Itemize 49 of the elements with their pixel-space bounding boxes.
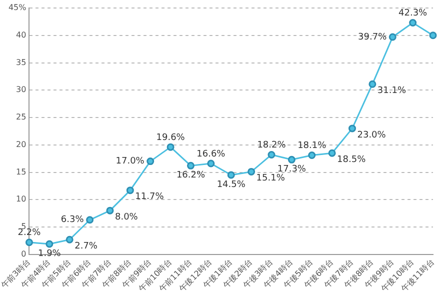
y-tick-label: 20: [16, 140, 26, 149]
data-label: 18.2%: [257, 140, 286, 151]
point: [106, 206, 114, 214]
y-tick-label: 0: [21, 249, 26, 258]
data-label: 16.2%: [176, 170, 206, 181]
data-label: 18.5%: [337, 154, 366, 165]
data-label: 1.9%: [38, 248, 62, 259]
data-label: 15.1%: [256, 174, 286, 184]
data-label: 19.6%: [156, 132, 186, 143]
data-label: 2.7%: [74, 241, 98, 252]
data-label: 17.3%: [277, 164, 306, 175]
y-tick-label: 25: [16, 112, 26, 122]
data-label: 17.0%: [116, 156, 145, 167]
data-label: 42.3%: [398, 8, 428, 19]
point: [308, 152, 316, 160]
data-label: 39.7%: [358, 32, 388, 42]
data-label: 23.0%: [357, 130, 386, 140]
point: [348, 124, 356, 132]
point: [227, 171, 235, 179]
point: [126, 186, 134, 194]
data-label: 6.3%: [60, 215, 84, 226]
data-label: 11.7%: [135, 192, 164, 202]
data-label: 18.1%: [298, 141, 327, 152]
point: [388, 33, 396, 41]
y-tick-label: 40: [16, 30, 26, 40]
point: [368, 80, 376, 88]
data-label: 31.1%: [377, 86, 406, 96]
data-label: 16.6%: [196, 149, 226, 160]
point: [409, 19, 417, 27]
point: [46, 240, 54, 248]
y-tick-label: 30: [16, 85, 26, 94]
data-label: 14.5%: [216, 180, 246, 190]
point: [166, 143, 174, 151]
point: [248, 168, 256, 176]
point: [25, 238, 33, 246]
point: [288, 156, 296, 164]
y-tick-label: 45%: [8, 3, 27, 12]
y-tick-label: 35: [16, 58, 26, 67]
y-tick-label: 15: [16, 167, 26, 176]
point: [207, 160, 215, 168]
point: [186, 162, 194, 170]
point: [146, 158, 154, 166]
y-tick-label: 10: [16, 194, 26, 204]
point: [429, 32, 437, 40]
point: [66, 236, 74, 244]
data-label: 8.0%: [114, 212, 138, 222]
point: [328, 149, 336, 157]
point: [268, 150, 276, 158]
point: [86, 216, 94, 224]
